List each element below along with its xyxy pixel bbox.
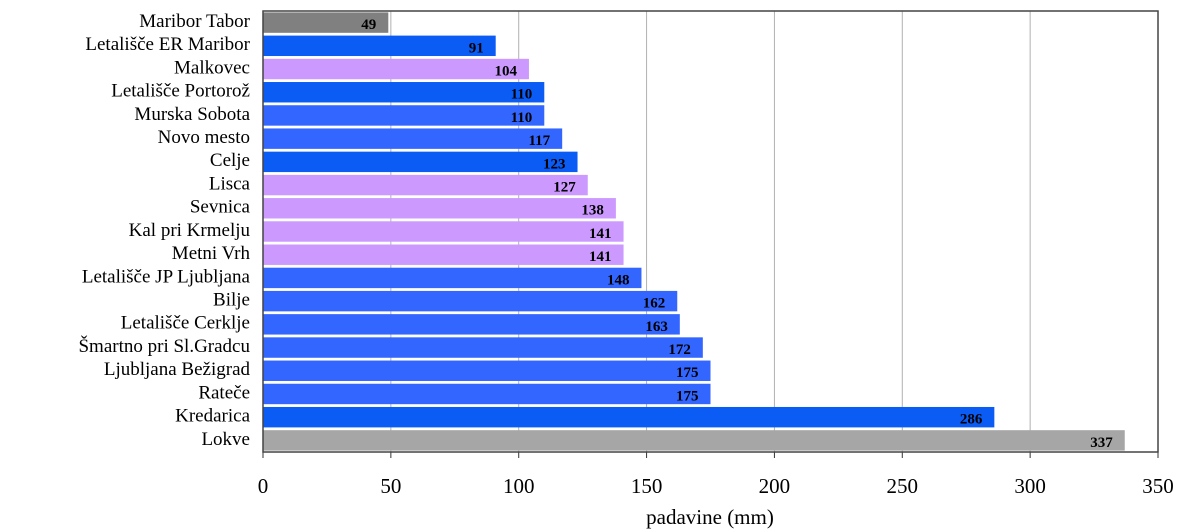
y-tick-label: Metni Vrh	[172, 243, 251, 264]
bar	[263, 151, 578, 173]
y-tick-label: Bilje	[213, 289, 250, 310]
value-label: 148	[607, 272, 630, 288]
y-tick-label: Letališče Portorož	[111, 81, 250, 102]
value-label: 175	[676, 388, 699, 404]
bar	[263, 174, 588, 196]
value-label: 138	[581, 203, 604, 219]
x-axis-label: padavine (mm)	[646, 505, 774, 529]
bar	[263, 35, 496, 57]
y-tick-label: Lisca	[209, 173, 251, 194]
x-tick-label: 150	[631, 474, 663, 498]
bar	[263, 198, 616, 219]
value-label: 91	[469, 40, 484, 56]
value-label: 104	[494, 63, 517, 79]
bar	[263, 12, 389, 33]
y-tick-label: Ljubljana Bežigrad	[104, 359, 251, 380]
bar	[263, 105, 545, 126]
bar	[263, 337, 703, 358]
y-tick-label: Kal pri Krmelju	[129, 220, 251, 241]
bar	[263, 82, 545, 103]
bar	[263, 244, 624, 265]
value-label: 172	[668, 342, 691, 358]
y-tick-label: Novo mesto	[158, 127, 250, 148]
y-tick-label: Sevnica	[190, 197, 251, 218]
x-tick-label: 100	[503, 474, 535, 498]
x-tick-label: 200	[759, 474, 791, 498]
bar	[263, 290, 678, 312]
bar	[263, 58, 529, 80]
y-tick-label: Maribor Tabor	[139, 11, 250, 32]
x-tick-label: 0	[258, 474, 269, 498]
x-tick-label: 250	[887, 474, 919, 498]
y-tick-label: Celje	[210, 150, 250, 171]
value-label: 127	[553, 180, 576, 196]
y-tick-label: Šmartno pri Sl.Gradcu	[78, 335, 250, 357]
value-label: 175	[676, 365, 699, 381]
plot-border	[262, 10, 1159, 453]
value-label: 110	[511, 110, 533, 126]
y-tick-label: Kredarica	[175, 406, 250, 427]
value-label: 337	[1090, 435, 1113, 451]
value-label: 123	[543, 156, 566, 172]
bar	[263, 430, 1125, 451]
value-label: 117	[528, 133, 550, 149]
bar	[263, 406, 995, 428]
value-label: 163	[645, 319, 668, 335]
bar	[263, 128, 563, 149]
x-tick-label: 350	[1142, 474, 1174, 498]
value-label: 162	[643, 296, 666, 312]
bar	[263, 314, 680, 335]
y-tick-label: Lokve	[201, 429, 250, 450]
value-label: 141	[589, 226, 612, 242]
value-label: 141	[589, 249, 612, 265]
y-tick-label: Malkovec	[174, 57, 250, 78]
value-label: 286	[960, 412, 983, 428]
x-tick-label: 50	[380, 474, 401, 498]
y-tick-label: Letališče ER Maribor	[85, 34, 250, 55]
bar	[263, 360, 711, 381]
bar	[263, 383, 711, 405]
y-tick-label: Murska Sobota	[134, 104, 250, 125]
y-tick-label: Letališče JP Ljubljana	[82, 266, 251, 287]
value-label: 49	[361, 17, 376, 33]
value-label: 110	[511, 87, 533, 103]
y-tick-label: Letališče Cerklje	[121, 313, 250, 334]
bar	[263, 221, 624, 242]
x-tick-label: 300	[1014, 474, 1046, 498]
y-tick-label: Rateče	[198, 382, 250, 403]
bar	[263, 267, 642, 289]
